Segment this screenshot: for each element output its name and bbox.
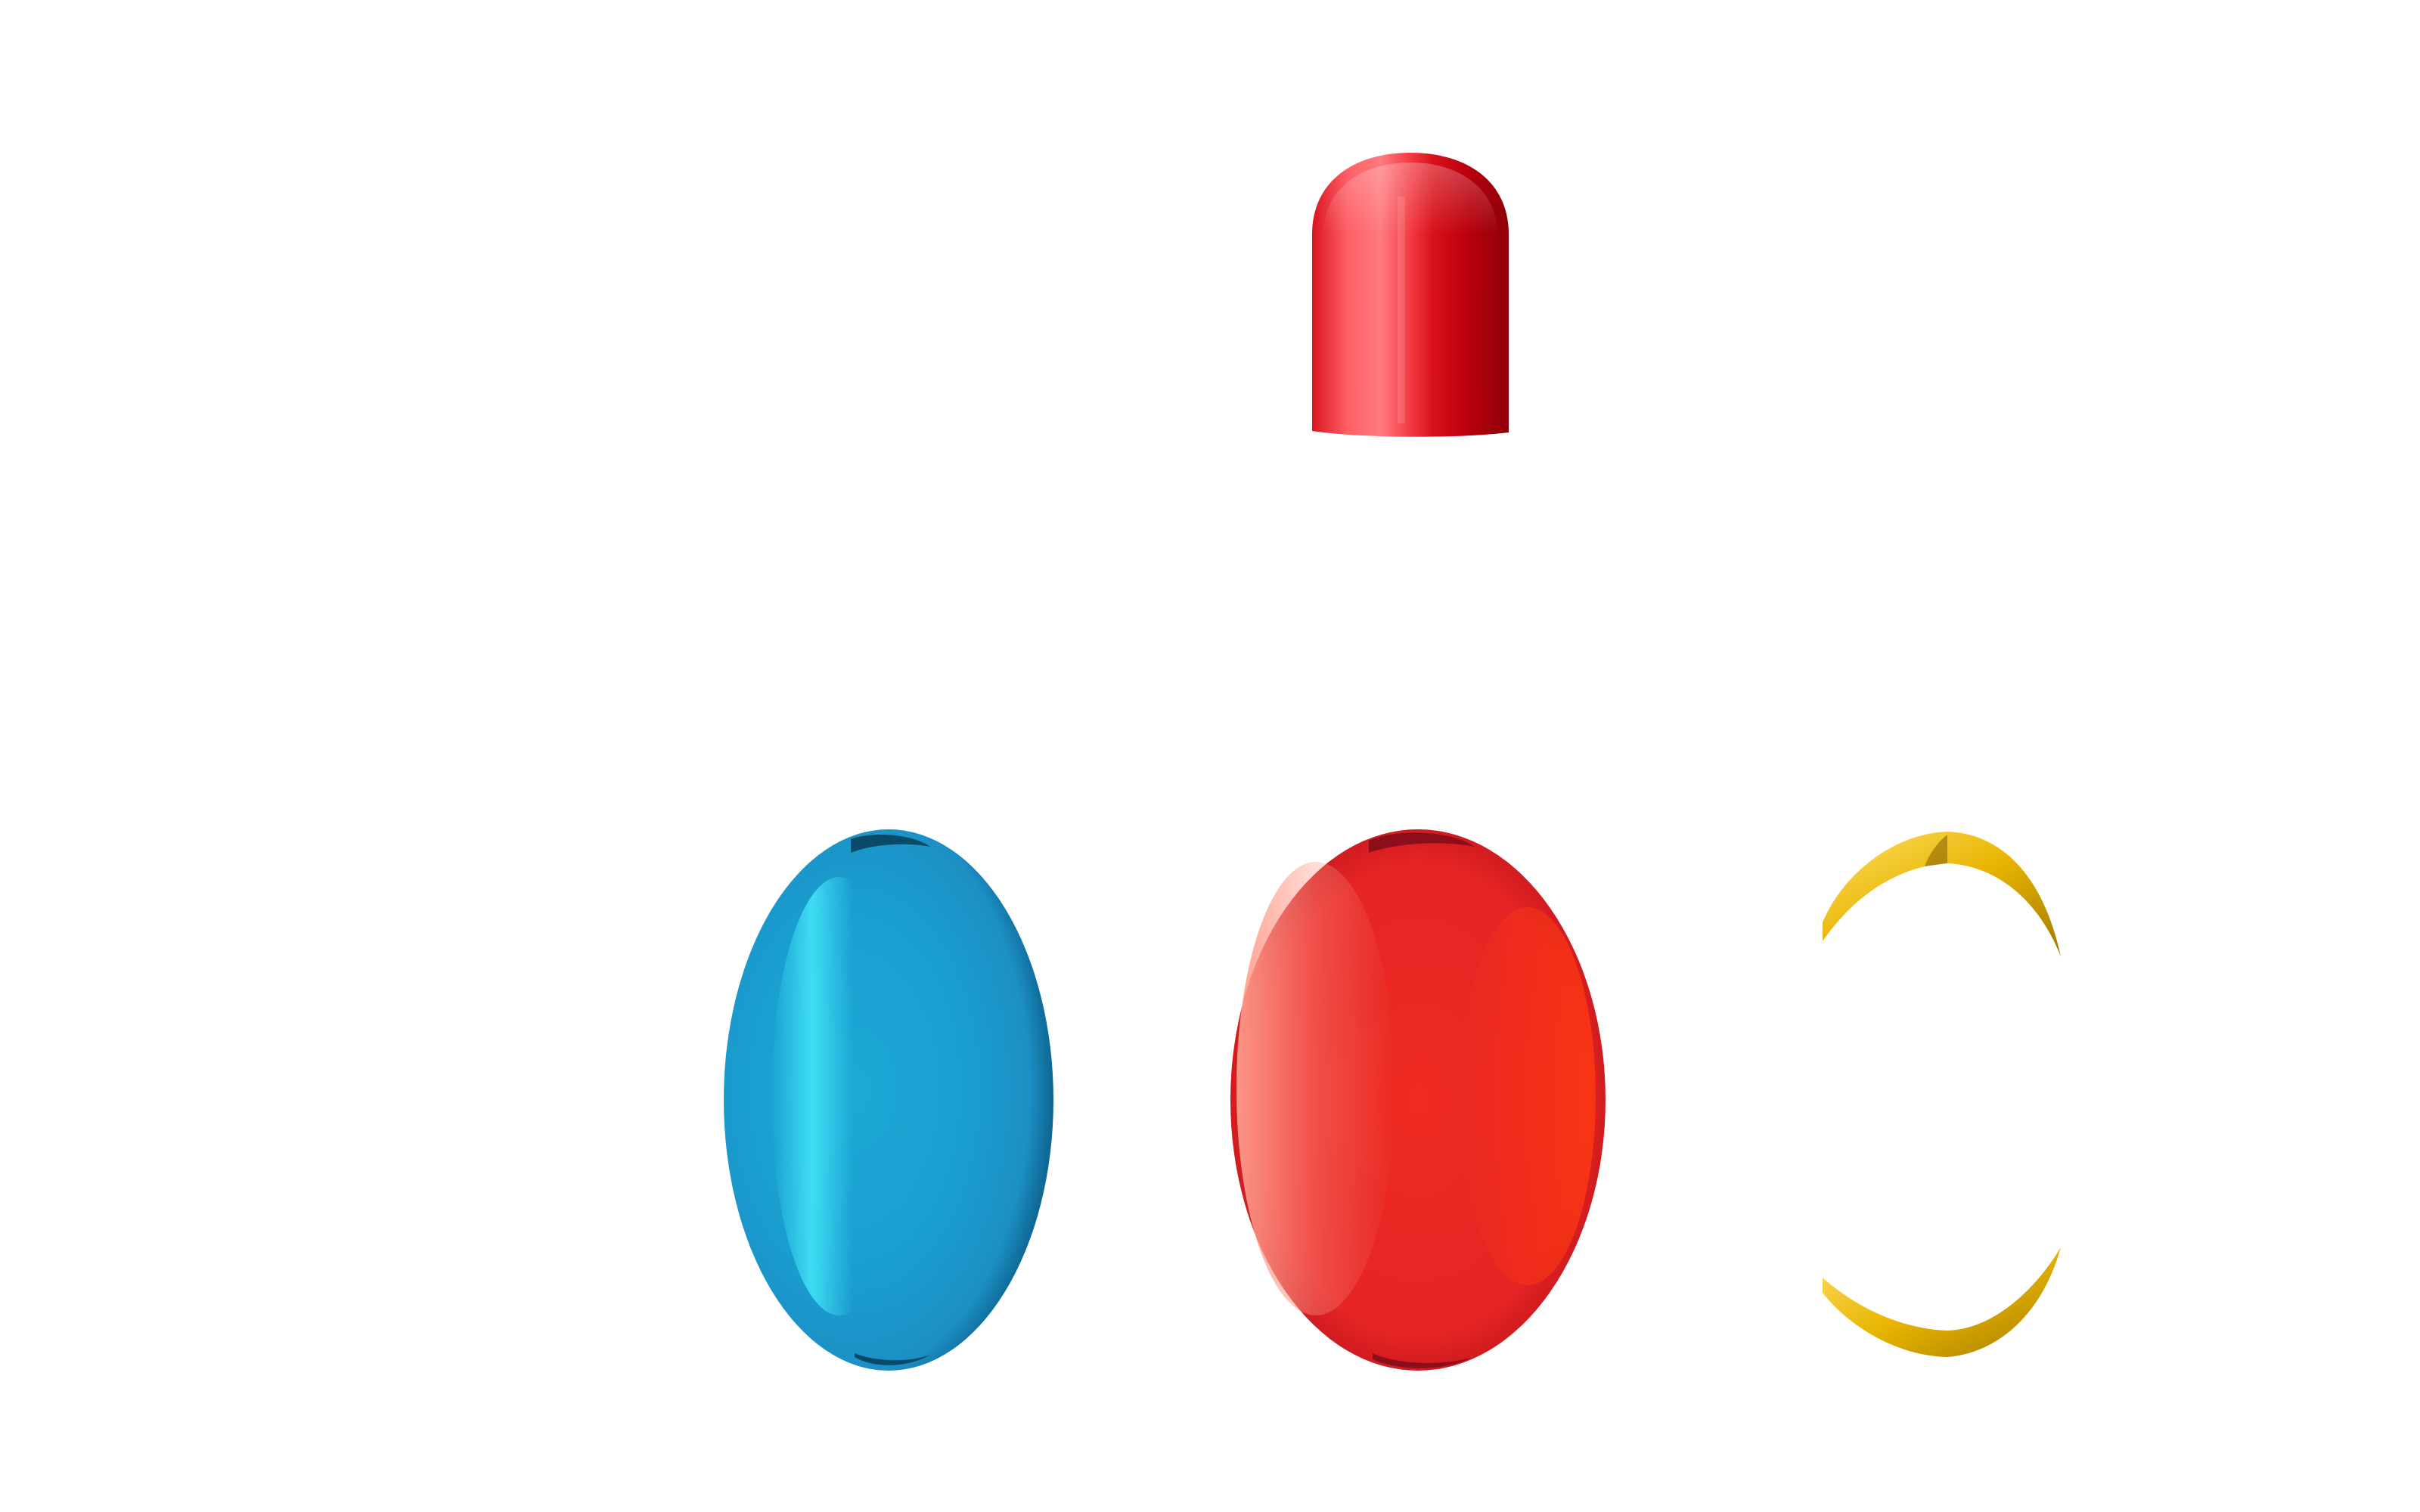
blue-softgel <box>724 829 1053 1371</box>
gold-softgel-fragment <box>1823 832 2061 1357</box>
red-capsule-cap <box>1312 153 1509 437</box>
red-softgel <box>1230 829 1606 1371</box>
